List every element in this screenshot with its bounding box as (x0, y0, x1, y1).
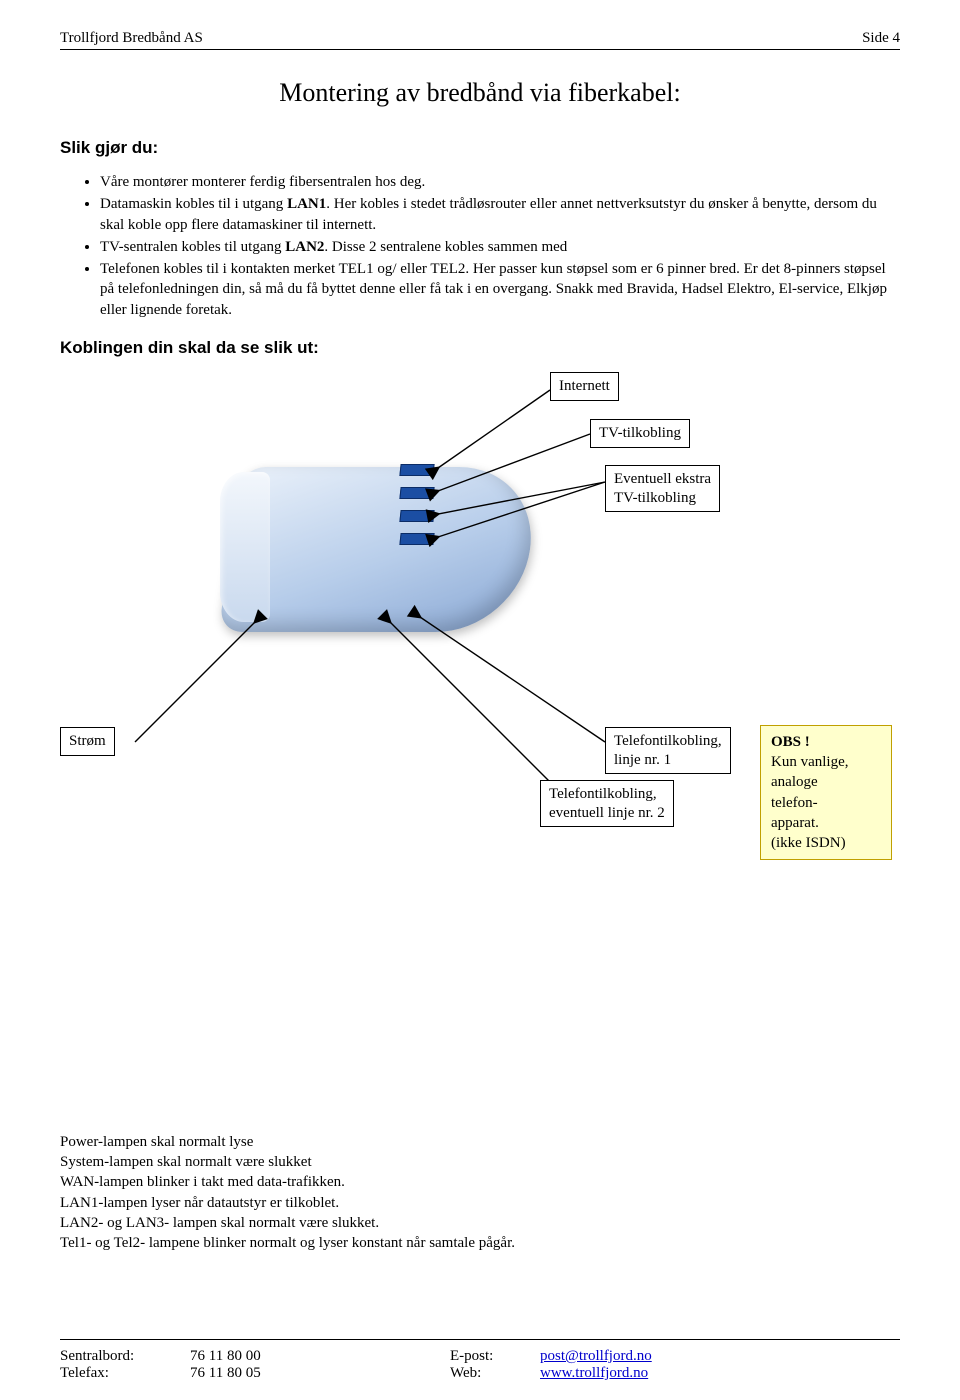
obs-heading: OBS ! (771, 734, 810, 750)
label-text: TV-tilkobling (614, 490, 696, 506)
list-item: Våre montører monterer ferdig fibersentr… (100, 172, 900, 192)
list-text: Datamaskin kobles til i utgang (100, 196, 287, 212)
footer-label: Web: (450, 1365, 540, 1382)
footer-rule (60, 1339, 900, 1340)
note-line: System-lampen skal normalt være slukket (60, 1152, 900, 1172)
page-number: Side 4 (862, 30, 900, 47)
label-tv: TV-tilkobling (590, 419, 690, 448)
company-name: Trollfjord Bredbånd AS (60, 30, 203, 47)
label-power: Strøm (60, 727, 115, 756)
label-text: eventuell linje nr. 2 (549, 805, 665, 821)
port-lan1 (399, 487, 434, 499)
footer-label: Sentralbord: (60, 1348, 190, 1365)
footer-value: 76 11 80 00 (190, 1348, 450, 1365)
list-item: Datamaskin kobles til i utgang LAN1. Her… (100, 194, 900, 235)
footer-link-email[interactable]: post@trollfjord.no (540, 1348, 652, 1365)
list-item: Telefonen kobles til i kontakten merket … (100, 259, 900, 320)
label-text: Eventuell ekstra (614, 471, 711, 487)
list-bold: LAN2 (285, 239, 324, 255)
note-line: LAN1-lampen lyser når datautstyr er tilk… (60, 1193, 900, 1213)
list-text: Våre montører monterer ferdig fibersentr… (100, 174, 425, 190)
label-text: linje nr. 1 (614, 752, 671, 768)
label-text: Telefontilkobling, (614, 733, 722, 749)
connection-diagram: Internett TV-tilkobling Eventuell ekstra… (60, 372, 900, 892)
section-heading-instructions: Slik gjør du: (60, 138, 900, 158)
device-face (220, 472, 270, 622)
label-text: TV-tilkobling (599, 425, 681, 441)
footer-link-web[interactable]: www.trollfjord.no (540, 1365, 648, 1382)
page-footer: Sentralbord: 76 11 80 00 E-post: post@tr… (60, 1348, 900, 1382)
note-line: Tel1- og Tel2- lampene blinker normalt o… (60, 1233, 900, 1253)
instruction-list: Våre montører monterer ferdig fibersentr… (100, 172, 900, 320)
label-text: Internett (559, 378, 610, 394)
label-internett: Internett (550, 372, 619, 401)
footer-value: 76 11 80 05 (190, 1365, 450, 1382)
label-text: Telefontilkobling, (549, 786, 657, 802)
port-internet (399, 464, 434, 476)
page-title: Montering av bredbånd via fiberkabel: (60, 78, 900, 108)
obs-text: telefon- (771, 795, 818, 811)
footer-label: E-post: (450, 1348, 540, 1365)
label-text: Strøm (69, 733, 106, 749)
obs-text: Kun vanlige, (771, 754, 848, 770)
footer-row: Telefax: 76 11 80 05 Web: www.trollfjord… (60, 1365, 900, 1382)
obs-text: analoge (771, 774, 818, 790)
footer-label: Telefax: (60, 1365, 190, 1382)
label-tel1: Telefontilkobling, linje nr. 1 (605, 727, 731, 775)
port-lan3 (399, 533, 434, 545)
footer-row: Sentralbord: 76 11 80 00 E-post: post@tr… (60, 1348, 900, 1365)
obs-text: apparat. (771, 815, 819, 831)
page-header: Trollfjord Bredbånd AS Side 4 (60, 30, 900, 50)
section-heading-diagram: Koblingen din skal da se slik ut: (60, 338, 900, 358)
note-line: Power-lampen skal normalt lyse (60, 1132, 900, 1152)
lamp-notes: Power-lampen skal normalt lyse System-la… (60, 1132, 900, 1254)
list-text: . Disse 2 sentralene kobles sammen med (324, 239, 567, 255)
port-lan2 (399, 510, 434, 522)
label-tel2: Telefontilkobling, eventuell linje nr. 2 (540, 780, 674, 828)
note-line: LAN2- og LAN3- lampen skal normalt være … (60, 1213, 900, 1233)
list-item: TV-sentralen kobles til utgang LAN2. Dis… (100, 237, 900, 257)
obs-text: (ikke ISDN) (771, 835, 846, 851)
label-tv-extra: Eventuell ekstra TV-tilkobling (605, 465, 720, 513)
list-text: Telefonen kobles til i kontakten merket … (100, 261, 887, 318)
list-bold: LAN1 (287, 196, 326, 212)
note-line: WAN-lampen blinker i takt med data-trafi… (60, 1172, 900, 1192)
obs-note: OBS ! Kun vanlige, analoge telefon- appa… (760, 725, 892, 861)
list-text: TV-sentralen kobles til utgang (100, 239, 285, 255)
document-page: Trollfjord Bredbånd AS Side 4 Montering … (0, 0, 960, 1400)
